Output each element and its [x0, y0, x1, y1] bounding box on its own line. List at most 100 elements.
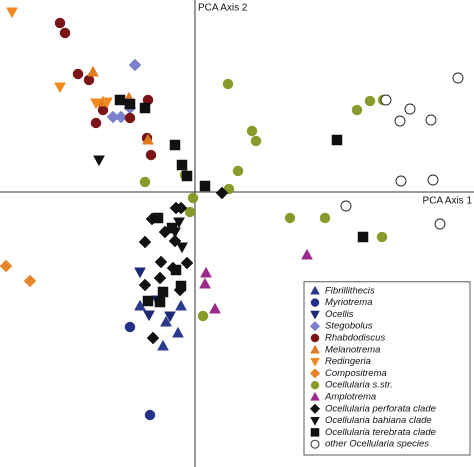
point — [176, 242, 188, 254]
point — [169, 139, 181, 151]
point — [139, 176, 151, 188]
legend-label: Rhabdodiscus — [325, 333, 385, 344]
point — [184, 206, 196, 218]
point — [200, 266, 212, 278]
point — [197, 310, 209, 322]
point — [23, 274, 37, 288]
point — [427, 174, 439, 186]
point — [301, 248, 313, 260]
point — [209, 302, 221, 314]
point — [170, 264, 182, 276]
legend-marker — [310, 310, 320, 320]
point — [394, 115, 406, 127]
point — [59, 27, 71, 39]
point — [124, 112, 136, 124]
point — [180, 256, 194, 270]
point — [87, 65, 99, 77]
x-axis-label: PCA Axis 1 — [423, 196, 473, 207]
legend-marker — [309, 321, 321, 332]
point — [54, 82, 66, 94]
point — [364, 95, 376, 107]
y-axis-label: PCA Axis 2 — [198, 3, 248, 14]
legend-label: Compositrema — [325, 368, 387, 379]
point — [90, 98, 102, 110]
point — [175, 299, 187, 311]
point — [331, 134, 343, 146]
point — [215, 186, 229, 200]
point — [169, 201, 183, 215]
point — [157, 339, 169, 351]
point — [187, 192, 199, 204]
point — [222, 78, 234, 90]
point — [164, 311, 176, 323]
point — [143, 310, 155, 322]
point — [340, 200, 352, 212]
point — [319, 212, 331, 224]
point — [90, 117, 102, 129]
point — [124, 98, 136, 110]
legend-label: Ocellularia bahiana clade — [325, 415, 432, 426]
point — [114, 94, 126, 106]
legend-label: other Ocellularia species — [325, 439, 429, 450]
point — [93, 155, 105, 167]
legend-marker — [310, 380, 320, 390]
point — [114, 110, 128, 124]
legend-marker — [310, 298, 320, 307]
point — [144, 409, 156, 421]
legend-box — [303, 281, 471, 456]
point — [172, 326, 184, 338]
point — [124, 321, 136, 333]
point — [199, 277, 211, 289]
legend-marker — [310, 416, 320, 426]
legend-marker — [310, 357, 320, 367]
point — [142, 133, 154, 145]
legend-label: Ocellularia s.str. — [325, 380, 393, 391]
point — [246, 125, 258, 137]
point — [154, 255, 168, 269]
point — [425, 114, 437, 126]
point — [134, 267, 146, 279]
point — [175, 280, 187, 292]
point — [376, 231, 388, 243]
legend-label: Myriotrema — [325, 297, 373, 308]
point — [232, 165, 244, 177]
point — [138, 235, 152, 249]
point — [284, 212, 296, 224]
point — [157, 286, 169, 298]
point — [154, 296, 166, 308]
point — [357, 231, 369, 243]
point — [181, 170, 193, 182]
point — [395, 175, 407, 187]
point — [146, 331, 160, 345]
legend-label: Stegobolus — [325, 321, 373, 332]
legend-marker — [309, 403, 321, 414]
legend-label: Ocellularia perforata clade — [325, 403, 436, 414]
point — [434, 218, 446, 230]
point — [138, 278, 152, 292]
point — [404, 103, 416, 115]
point — [54, 17, 66, 29]
point — [145, 149, 157, 161]
point — [139, 102, 151, 114]
point — [142, 295, 154, 307]
point — [160, 315, 172, 327]
legend-label: Ocellularia terebrata clade — [325, 427, 436, 438]
legend-marker — [310, 285, 320, 295]
legend-marker — [310, 428, 320, 437]
legend-label: Ocellis — [325, 309, 354, 320]
legend-marker — [310, 391, 320, 401]
point — [351, 104, 363, 116]
point — [166, 222, 178, 234]
legend-label: Redingeria — [325, 356, 371, 367]
point — [176, 159, 188, 171]
point — [72, 68, 84, 80]
point — [380, 94, 392, 106]
point — [152, 212, 164, 224]
legend-marker — [310, 344, 320, 354]
point — [101, 97, 113, 109]
point — [6, 7, 18, 19]
legend-marker — [309, 368, 321, 379]
point — [452, 72, 464, 84]
point — [153, 271, 167, 285]
